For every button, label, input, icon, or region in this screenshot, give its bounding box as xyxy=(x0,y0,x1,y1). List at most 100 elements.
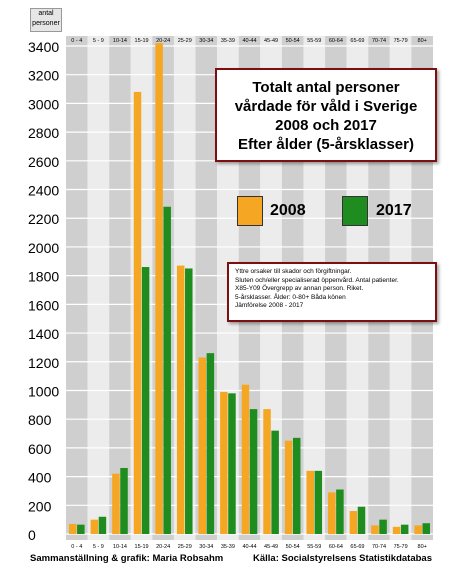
x-axis-labels-top: 0 - 4 5 - 9 10-14 15-19 20-24 25-29 30-34 35-39… xyxy=(71,38,427,44)
y-tick-label: 2000 xyxy=(28,240,59,256)
bar-2008-15-19 xyxy=(133,91,142,534)
bar-2017-25-29 xyxy=(185,268,193,534)
x-tick-label-top: 65-69 xyxy=(350,38,364,44)
x-tick-label-top: 20-24 xyxy=(156,38,170,44)
y-tick-label: 1400 xyxy=(28,326,59,342)
x-tick-label-bottom: 40-44 xyxy=(242,544,256,550)
y-tick-label: 400 xyxy=(28,470,52,486)
x-tick-label-top: 25-29 xyxy=(178,38,192,44)
x-tick-label-bottom: 15-19 xyxy=(135,544,149,550)
y-tick-label: 800 xyxy=(28,412,52,428)
bar-2008-35-39 xyxy=(220,391,228,534)
bar-2008-10-14 xyxy=(112,473,120,534)
footer-credit: Sammanställning & grafik: Maria Robsahm xyxy=(30,553,224,564)
bar-2008-40-44 xyxy=(241,384,250,534)
x-tick-label-top: 0 - 4 xyxy=(71,38,82,44)
y-tick-label: 2800 xyxy=(28,125,59,141)
y-tick-label: 1200 xyxy=(28,355,59,371)
bar-2017-30-34 xyxy=(206,353,215,534)
x-tick-label-bottom: 25-29 xyxy=(178,544,192,550)
x-tick-label-bottom: 35-39 xyxy=(221,544,235,550)
bar-2008-70-74 xyxy=(371,525,379,534)
bar-2017-45-49 xyxy=(271,430,279,534)
source-note-box: Yttre orsaker till skador och förgiftnin… xyxy=(227,262,437,322)
x-tick-label-top: 35-39 xyxy=(221,38,235,44)
x-tick-label-bottom: 50-54 xyxy=(286,544,300,550)
y-tick-label: 1800 xyxy=(28,269,59,285)
y-tick-label: 3000 xyxy=(28,96,59,112)
bar-2017-10-14 xyxy=(120,467,128,534)
y-unit-line: antal xyxy=(38,10,54,17)
legend-swatch-2017 xyxy=(342,196,368,226)
x-tick-label-top: 60-64 xyxy=(329,38,343,44)
legend-label-2008: 2008 xyxy=(270,202,306,219)
x-tick-label-bottom: 60-64 xyxy=(329,544,343,550)
column-band xyxy=(87,36,110,540)
bar-2008-5-9 xyxy=(90,519,99,534)
x-tick-label-top: 10-14 xyxy=(113,38,127,44)
note-line: Yttre orsaker till skador och förgiftnin… xyxy=(235,268,352,275)
x-tick-label-bottom: 70-74 xyxy=(372,544,386,550)
y-unit-line: personer xyxy=(32,20,60,27)
x-tick-label-top: 75-79 xyxy=(394,38,408,44)
y-tick-label: 200 xyxy=(28,498,52,514)
x-tick-label-top: 70-74 xyxy=(372,38,386,44)
y-tick-label: 0 xyxy=(28,527,36,543)
bar-2017-20-24 xyxy=(163,206,171,535)
title-line: Totalt antal personer xyxy=(252,79,400,96)
legend-swatch-2008 xyxy=(237,196,263,226)
bar-2008-45-49 xyxy=(263,409,271,534)
bar-2017-35-39 xyxy=(228,393,236,534)
title-line: vårdade för våld i Sverige xyxy=(234,98,418,115)
x-tick-label-top: 40-44 xyxy=(242,38,256,44)
column-band xyxy=(109,36,131,540)
x-tick-label-top: 80+ xyxy=(418,38,427,44)
y-tick-label: 3200 xyxy=(28,68,59,84)
y-tick-label: 1000 xyxy=(28,383,59,399)
title-line: Efter ålder (5-årsklasser) xyxy=(238,136,414,153)
x-tick-label-bottom: 45-49 xyxy=(264,544,278,550)
bar-2008-25-29 xyxy=(176,265,185,534)
bar-2017-5-9 xyxy=(98,516,107,534)
note-line: Sluten och/eller specialiserad öppenvård… xyxy=(235,276,399,284)
legend-label-2017: 2017 xyxy=(376,202,412,219)
bar-2017-15-19 xyxy=(141,267,150,534)
bar-2008-50-54 xyxy=(284,440,293,534)
x-axis-labels-bottom: 0 - 4 5 - 9 10-14 15-19 20-24 25-29 30-34 35-39… xyxy=(71,544,427,550)
y-tick-label: 3400 xyxy=(28,39,59,55)
y-axis-ticks: 0 200 400 600 800 1000 1200 1400 1600 1800 2000 220… xyxy=(28,39,59,543)
x-tick-label-bottom: 80+ xyxy=(418,544,427,550)
bar-2017-50-54 xyxy=(292,437,301,534)
title-line: 2008 och 2017 xyxy=(275,117,377,134)
x-tick-label-top: 45-49 xyxy=(264,38,278,44)
bar-2008-0-4 xyxy=(68,523,77,534)
footer-source: Källa: Socialstyrelsens Statistikdatabas xyxy=(253,553,432,564)
bar-2017-65-69 xyxy=(357,506,366,534)
x-tick-label-bottom: 10-14 xyxy=(113,544,127,550)
bar-2008-55-59 xyxy=(306,470,314,534)
bar-2008-20-24 xyxy=(155,43,163,534)
y-axis-unit-label: antal personer xyxy=(30,8,62,32)
note-line: X85-Y09 Övergrepp av annan person. Riket… xyxy=(235,285,364,292)
x-tick-label-bottom: 55-59 xyxy=(307,544,321,550)
x-tick-label-top: 55-59 xyxy=(307,38,321,44)
bar-2017-60-64 xyxy=(336,489,344,534)
bar-2017-0-4 xyxy=(77,524,85,534)
bar-2008-65-69 xyxy=(349,511,358,534)
note-line: 5-årsklasser. Ålder: 0-80+ Båda könen xyxy=(235,293,346,301)
y-tick-label: 600 xyxy=(28,441,52,457)
bar-2008-30-34 xyxy=(198,357,207,534)
bars xyxy=(68,43,431,535)
y-tick-label: 2600 xyxy=(28,154,59,170)
x-tick-label-bottom: 75-79 xyxy=(394,544,408,550)
bar-2017-80+ xyxy=(422,523,431,534)
x-tick-label-bottom: 20-24 xyxy=(156,544,170,550)
x-tick-label-top: 50-54 xyxy=(286,38,300,44)
y-tick-label: 1600 xyxy=(28,297,59,313)
x-tick-label-top: 15-19 xyxy=(135,38,149,44)
note-line: Jämförelse 2008 - 2017 xyxy=(235,302,304,309)
x-tick-label-bottom: 5 - 9 xyxy=(93,544,104,550)
bar-2017-55-59 xyxy=(314,470,323,534)
bar-2017-75-79 xyxy=(400,524,409,534)
x-tick-label-bottom: 65-69 xyxy=(350,544,364,550)
